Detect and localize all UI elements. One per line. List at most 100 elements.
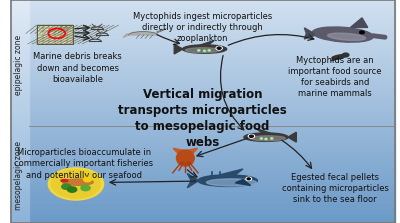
Bar [11,17,395,19]
Text: Microparticles bioaccumulate in
commercially important fisheries
and potentially: Microparticles bioaccumulate in commerci… [14,148,153,180]
Bar [11,112,395,113]
Bar [11,95,29,97]
Bar [11,199,29,201]
Bar [11,184,29,186]
Bar [11,43,29,45]
Bar [11,136,29,138]
Bar [11,56,29,58]
Bar [36,25,73,44]
Circle shape [360,31,364,34]
Bar [11,169,395,171]
Circle shape [68,187,77,192]
Bar [11,93,29,95]
Bar [11,110,29,112]
Bar [11,117,29,119]
Bar [11,113,395,115]
Bar [11,35,395,37]
Bar [11,193,395,195]
Bar [11,21,395,22]
Polygon shape [187,173,199,188]
Bar [11,212,29,214]
Bar [11,0,29,2]
Bar [11,102,29,104]
Bar [11,93,395,95]
Bar [11,71,395,72]
Circle shape [81,185,90,191]
Text: Egested fecal pellets
containing microparticles
sink to the sea floor: Egested fecal pellets containing micropa… [282,173,388,204]
Bar [11,128,29,130]
Bar [11,121,395,123]
Text: Myctophids ingest microparticles
directly or indirectly through
zooplankton: Myctophids ingest microparticles directl… [133,12,272,43]
Ellipse shape [176,150,194,166]
Bar [11,13,395,15]
Bar [11,104,395,106]
Bar [11,175,29,177]
Bar [11,100,29,102]
Bar [11,143,29,145]
Bar [11,167,29,169]
Bar [11,41,395,43]
Bar [11,216,29,217]
Bar [11,124,29,126]
Bar [11,204,29,206]
Bar [11,165,29,167]
Bar [11,126,395,128]
Bar [11,89,29,91]
Bar [11,151,29,152]
Polygon shape [128,32,158,35]
Bar [11,217,29,219]
Bar [11,106,29,108]
Bar [11,119,395,121]
Bar [11,69,29,71]
Polygon shape [331,58,342,61]
Bar [11,182,29,184]
Ellipse shape [312,27,373,42]
Ellipse shape [61,180,68,182]
Bar [11,74,395,76]
Bar [11,171,395,173]
Polygon shape [304,28,314,39]
Bar [11,50,395,52]
Bar [11,216,395,217]
Bar [11,7,29,9]
Circle shape [84,177,91,182]
Bar [11,63,395,65]
Bar [11,145,29,147]
Bar [11,110,395,112]
Polygon shape [185,148,198,153]
Bar [11,17,29,19]
Bar [11,71,29,72]
Bar [11,145,395,147]
Bar [11,169,29,171]
Bar [11,85,395,87]
Bar [11,89,395,91]
Bar [11,22,29,24]
Bar [11,37,395,39]
Bar [11,175,395,177]
Bar [11,199,395,201]
Bar [11,50,29,52]
Ellipse shape [182,45,227,53]
Bar [11,197,395,199]
Bar [11,69,395,71]
Bar [11,43,395,45]
Bar [11,117,395,119]
Bar [11,97,29,99]
Bar [11,9,395,11]
Bar [11,24,395,26]
Bar [11,9,29,11]
Bar [11,48,395,50]
Bar [11,37,29,39]
Polygon shape [123,34,128,37]
Bar [11,149,395,151]
Bar [11,65,29,67]
Circle shape [216,46,222,50]
Bar [11,134,395,136]
Ellipse shape [251,136,285,141]
Bar [11,138,29,139]
Bar [11,136,395,138]
Circle shape [246,177,251,180]
Bar [11,85,29,87]
Bar [11,30,395,32]
Bar [11,4,29,6]
